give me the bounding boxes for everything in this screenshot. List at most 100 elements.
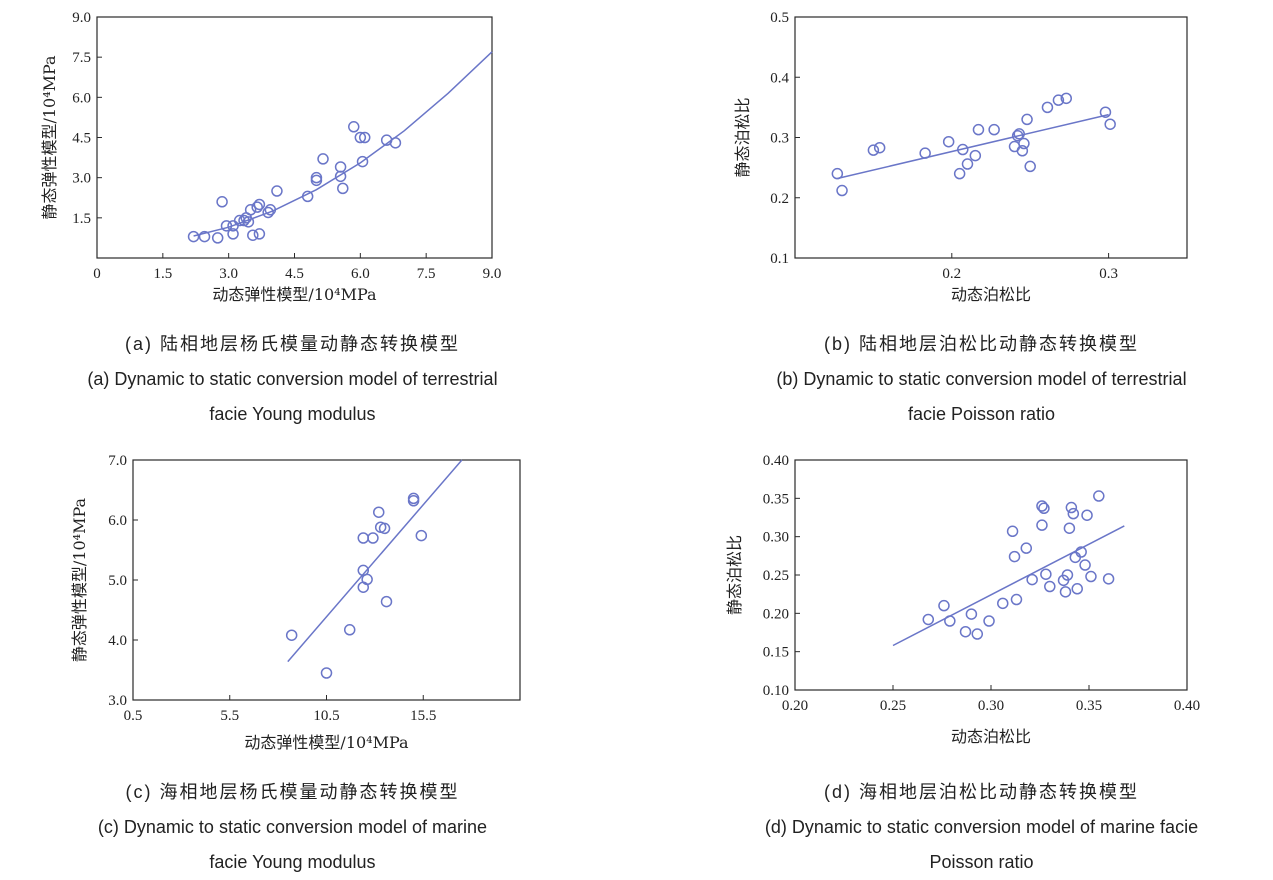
plot-frame-b <box>794 16 1188 259</box>
data-point-b <box>831 167 844 180</box>
caption-a-english-2: facie Young modulus <box>209 404 376 424</box>
x-axis-label-d: 动态泊松比 <box>951 727 1031 746</box>
x-tick-label-d: 0.35 <box>1076 698 1102 714</box>
y-tick-label-c: 7.0 <box>108 453 127 469</box>
x-tick-label-c: 0.5 <box>124 708 143 724</box>
x-tick-label-a: 3.0 <box>219 266 238 282</box>
y-tick-label-b: 0.4 <box>770 70 789 86</box>
data-point-d <box>944 615 956 627</box>
data-point-c <box>374 521 387 533</box>
data-point-c <box>407 492 420 505</box>
x-tick-label-b: 0.2 <box>942 266 961 282</box>
data-point-b <box>1104 118 1116 130</box>
x-axis-label-a: 动态弹性模型/10⁴MPa <box>212 285 377 304</box>
x-tick-label-a: 4.5 <box>285 266 304 282</box>
data-point-b <box>1021 113 1033 126</box>
data-point-d <box>1010 593 1023 606</box>
data-point-d <box>959 625 972 638</box>
x-tick-label-a: 9.0 <box>483 266 502 282</box>
data-point-b <box>919 147 931 159</box>
data-point-b <box>1024 160 1036 173</box>
y-tick-label-d: 0.25 <box>763 568 789 584</box>
data-point-a <box>233 214 246 227</box>
y-tick-label-c: 3.0 <box>108 693 127 709</box>
x-tick-label-a: 0 <box>93 266 101 282</box>
data-point-a <box>211 232 224 244</box>
y-tick-label-b: 0.5 <box>770 10 789 26</box>
data-point-d <box>1102 573 1115 585</box>
data-point-b <box>961 158 974 170</box>
data-point-b <box>1018 137 1030 150</box>
data-point-a <box>337 182 349 195</box>
data-point-a <box>253 228 266 240</box>
data-point-a <box>244 204 257 216</box>
data-point-b <box>969 149 982 162</box>
data-point-a <box>358 131 371 144</box>
y-axis-label-d: 静态泊松比 <box>725 535 744 615</box>
data-point-d <box>1067 507 1080 520</box>
data-point-a <box>389 137 402 149</box>
y-tick-label-a: 7.5 <box>72 50 91 66</box>
data-point-d <box>1036 500 1048 512</box>
y-axis-label-b: 静态泊松比 <box>733 97 752 177</box>
data-point-b <box>867 144 880 156</box>
y-tick-label-a: 9.0 <box>72 10 91 26</box>
y-tick-label-d: 0.20 <box>763 606 789 622</box>
data-point-a <box>334 161 347 173</box>
data-point-a <box>317 153 329 165</box>
data-point-a <box>301 190 314 203</box>
data-point-d <box>1040 568 1052 580</box>
data-point-b <box>1060 92 1073 105</box>
fit-line-d <box>892 525 1125 647</box>
data-point-c <box>357 581 370 593</box>
data-point-c <box>343 624 356 636</box>
data-point-b <box>953 167 966 180</box>
y-tick-label-a: 1.5 <box>72 211 91 227</box>
data-point-a <box>227 228 239 240</box>
data-point-d <box>1085 570 1097 583</box>
data-point-a <box>220 220 233 232</box>
data-point-d <box>1057 574 1070 587</box>
caption-d-english-1: (d) Dynamic to static conversion model o… <box>764 817 1199 837</box>
data-point-a <box>310 171 323 184</box>
data-point-a <box>310 174 323 187</box>
data-point-c <box>367 532 379 544</box>
data-point-c <box>372 506 385 518</box>
caption-b-english-2: facie Poisson ratio <box>907 404 1056 424</box>
y-tick-label-d: 0.40 <box>763 453 789 469</box>
data-point-a <box>264 204 277 216</box>
y-tick-label-d: 0.10 <box>763 683 789 699</box>
y-tick-label-a: 3.0 <box>72 171 91 187</box>
data-point-d <box>1059 586 1072 598</box>
data-point-a <box>242 216 255 228</box>
y-tick-label-b: 0.2 <box>770 191 789 207</box>
x-tick-label-c: 15.5 <box>410 708 436 724</box>
x-tick-label-a: 6.0 <box>351 266 370 282</box>
y-tick-label-a: 6.0 <box>72 90 91 106</box>
fit-line-b <box>837 113 1109 180</box>
caption-b-english-1: (b) Dynamic to static conversion model o… <box>776 369 1187 389</box>
data-point-b <box>1099 106 1112 118</box>
fit-line-a <box>193 51 493 237</box>
data-point-d <box>1069 551 1082 564</box>
data-point-a <box>253 198 266 211</box>
x-tick-label-c: 5.5 <box>220 708 239 724</box>
data-point-d <box>1061 569 1074 581</box>
data-point-d <box>983 615 995 627</box>
data-point-b <box>873 141 886 154</box>
data-point-d <box>971 628 984 640</box>
caption-c-chinese: (c) 海相地层杨氏模量动静态转换模型 <box>125 782 460 802</box>
data-point-b <box>1016 145 1029 157</box>
data-point-c <box>378 522 391 535</box>
data-point-c <box>361 573 373 586</box>
data-point-b <box>957 143 969 156</box>
data-point-a <box>356 155 369 168</box>
data-point-d <box>1038 502 1050 515</box>
data-point-d <box>1006 525 1019 538</box>
data-point-b <box>836 184 848 197</box>
data-point-a <box>251 201 263 213</box>
data-point-b <box>1011 129 1024 142</box>
y-tick-label-d: 0.35 <box>763 491 789 507</box>
data-point-d <box>1036 519 1048 531</box>
